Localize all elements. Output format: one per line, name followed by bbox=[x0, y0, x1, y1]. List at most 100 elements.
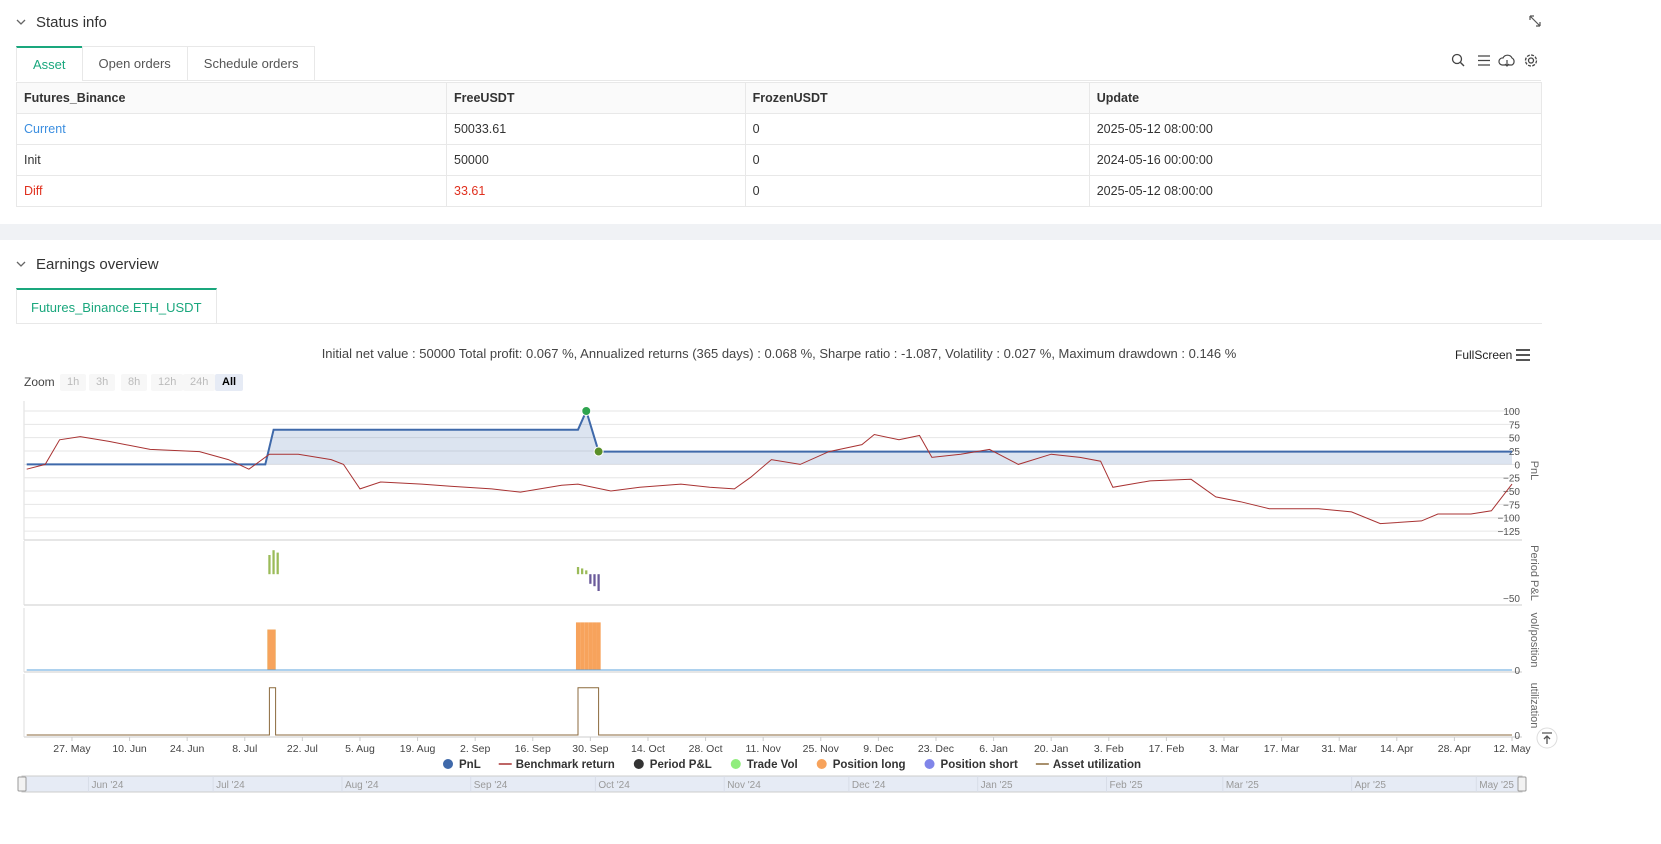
bar bbox=[588, 622, 592, 670]
y-tick-label: −25 bbox=[1503, 474, 1520, 485]
tab-bar: AssetOpen ordersSchedule orders bbox=[16, 46, 1541, 81]
table-cell: 0 bbox=[745, 145, 1089, 176]
x-tick-label: 24. Jun bbox=[170, 743, 205, 755]
legend-label[interactable]: Period P&L bbox=[650, 759, 712, 771]
separator bbox=[0, 224, 1661, 240]
x-tick-label: 3. Feb bbox=[1094, 743, 1124, 755]
zoom-button[interactable]: 3h bbox=[89, 374, 115, 391]
navigator-label: May '25 bbox=[1479, 780, 1514, 791]
bar bbox=[277, 553, 279, 575]
x-tick-label: 17. Mar bbox=[1264, 743, 1300, 755]
menu-icon[interactable] bbox=[1515, 348, 1531, 362]
navigator-label: Sep '24 bbox=[474, 780, 508, 791]
navigator-label: Nov '24 bbox=[727, 780, 761, 791]
bar bbox=[581, 568, 583, 574]
scroll-top-button[interactable] bbox=[1536, 727, 1558, 749]
divider bbox=[16, 323, 1542, 324]
table-cell: 2025-05-12 08:00:00 bbox=[1089, 176, 1541, 207]
y-tick-label: 50 bbox=[1509, 434, 1521, 445]
expand-icon[interactable] bbox=[1528, 14, 1542, 28]
zoom-button[interactable]: 8h bbox=[121, 374, 147, 391]
zoom-button[interactable]: All bbox=[215, 374, 243, 391]
header-cell: FreeUSDT bbox=[447, 83, 746, 114]
bar bbox=[593, 574, 595, 586]
x-tick-label: 8. Jul bbox=[232, 743, 257, 755]
navigator-label: Oct '24 bbox=[598, 780, 630, 791]
chart: 1007550250−25−50−75−100−125PnL−50Period … bbox=[0, 390, 1661, 800]
toolbar-icons[interactable] bbox=[1450, 52, 1542, 70]
bar bbox=[597, 574, 599, 591]
x-tick-label: 5. Aug bbox=[345, 743, 375, 755]
x-tick-label: 2. Sep bbox=[460, 743, 491, 755]
legend-symbol bbox=[443, 759, 453, 769]
legend-label[interactable]: PnL bbox=[459, 759, 481, 771]
bar bbox=[589, 574, 591, 584]
bar bbox=[580, 622, 584, 670]
navigator-label: Aug '24 bbox=[345, 780, 379, 791]
zoom-label: Zoom bbox=[24, 375, 55, 389]
navigator-label: Jan '25 bbox=[981, 780, 1013, 791]
bar bbox=[584, 622, 588, 670]
table-cell: 50033.61 bbox=[447, 114, 746, 145]
y-axis-title: vol/position bbox=[1528, 612, 1540, 667]
zoom-button[interactable]: 1h bbox=[60, 374, 86, 391]
x-tick-label: 28. Oct bbox=[689, 743, 723, 755]
line bbox=[27, 688, 1512, 735]
x-tick-label: 30. Sep bbox=[572, 743, 608, 755]
y-tick-label: −50 bbox=[1503, 594, 1520, 605]
navigator-label: Jul '24 bbox=[216, 780, 245, 791]
tab[interactable]: Schedule orders bbox=[187, 46, 316, 80]
x-tick-label: 19. Aug bbox=[400, 743, 436, 755]
table-cell: 0 bbox=[745, 176, 1089, 207]
y-axis-title: PnL bbox=[1528, 461, 1540, 481]
legend-label[interactable]: Position short bbox=[941, 759, 1018, 771]
x-tick-label: 9. Dec bbox=[863, 743, 893, 755]
y-tick-label: 0 bbox=[1514, 666, 1520, 677]
table-cell: 2025-05-12 08:00:00 bbox=[1089, 114, 1541, 145]
x-tick-label: 20. Jan bbox=[1034, 743, 1069, 755]
collapse-icon[interactable] bbox=[14, 257, 28, 271]
table-cell: 33.61 bbox=[447, 176, 746, 207]
zoom-button[interactable]: 12h bbox=[151, 374, 183, 391]
x-tick-label: 17. Feb bbox=[1149, 743, 1185, 755]
x-tick-label: 14. Oct bbox=[631, 743, 665, 755]
collapse-icon[interactable] bbox=[14, 15, 28, 29]
header-cell: Futures_Binance bbox=[17, 83, 447, 114]
navigator-handle[interactable] bbox=[1518, 777, 1526, 791]
y-axis-title: Period P&L bbox=[1528, 545, 1540, 601]
fullscreen-button[interactable]: FullScreen bbox=[1455, 348, 1512, 362]
legend-symbol bbox=[817, 759, 827, 769]
bar bbox=[585, 570, 587, 574]
x-tick-label: 12. May bbox=[1493, 743, 1531, 755]
tab[interactable]: Open orders bbox=[82, 46, 188, 80]
legend-label[interactable]: Benchmark return bbox=[516, 759, 615, 771]
table-cell: 50000 bbox=[447, 145, 746, 176]
legend-label[interactable]: Asset utilization bbox=[1053, 759, 1141, 771]
symbol-tab[interactable]: Futures_Binance.ETH_USDT bbox=[16, 288, 217, 324]
line bbox=[27, 435, 1512, 524]
table-row: Current50033.6102025-05-12 08:00:00 bbox=[17, 114, 1542, 145]
zoom-button[interactable]: 24h bbox=[183, 374, 215, 391]
x-tick-label: 22. Jul bbox=[287, 743, 318, 755]
x-tick-label: 3. Mar bbox=[1209, 743, 1239, 755]
navigator-label: Feb '25 bbox=[1109, 780, 1142, 791]
table-cell: Diff bbox=[17, 176, 447, 207]
bar bbox=[268, 555, 270, 574]
navigator-label: Dec '24 bbox=[852, 780, 886, 791]
header-cell: FrozenUSDT bbox=[745, 83, 1089, 114]
table-cell: Init bbox=[17, 145, 447, 176]
navigator-label: Jun '24 bbox=[91, 780, 123, 791]
bar bbox=[272, 550, 274, 574]
navigator[interactable] bbox=[22, 776, 1522, 792]
navigator-handle[interactable] bbox=[18, 777, 26, 791]
tab[interactable]: Asset bbox=[16, 46, 83, 81]
table-cell: 0 bbox=[745, 114, 1089, 145]
y-tick-label: 75 bbox=[1509, 420, 1521, 431]
section-title: Earnings overview bbox=[36, 256, 159, 273]
navigator-label: Mar '25 bbox=[1226, 780, 1259, 791]
x-tick-label: 31. Mar bbox=[1321, 743, 1357, 755]
table-cell: 2024-05-16 00:00:00 bbox=[1089, 145, 1541, 176]
legend-label[interactable]: Position long bbox=[833, 759, 906, 771]
legend-label[interactable]: Trade Vol bbox=[747, 759, 798, 771]
